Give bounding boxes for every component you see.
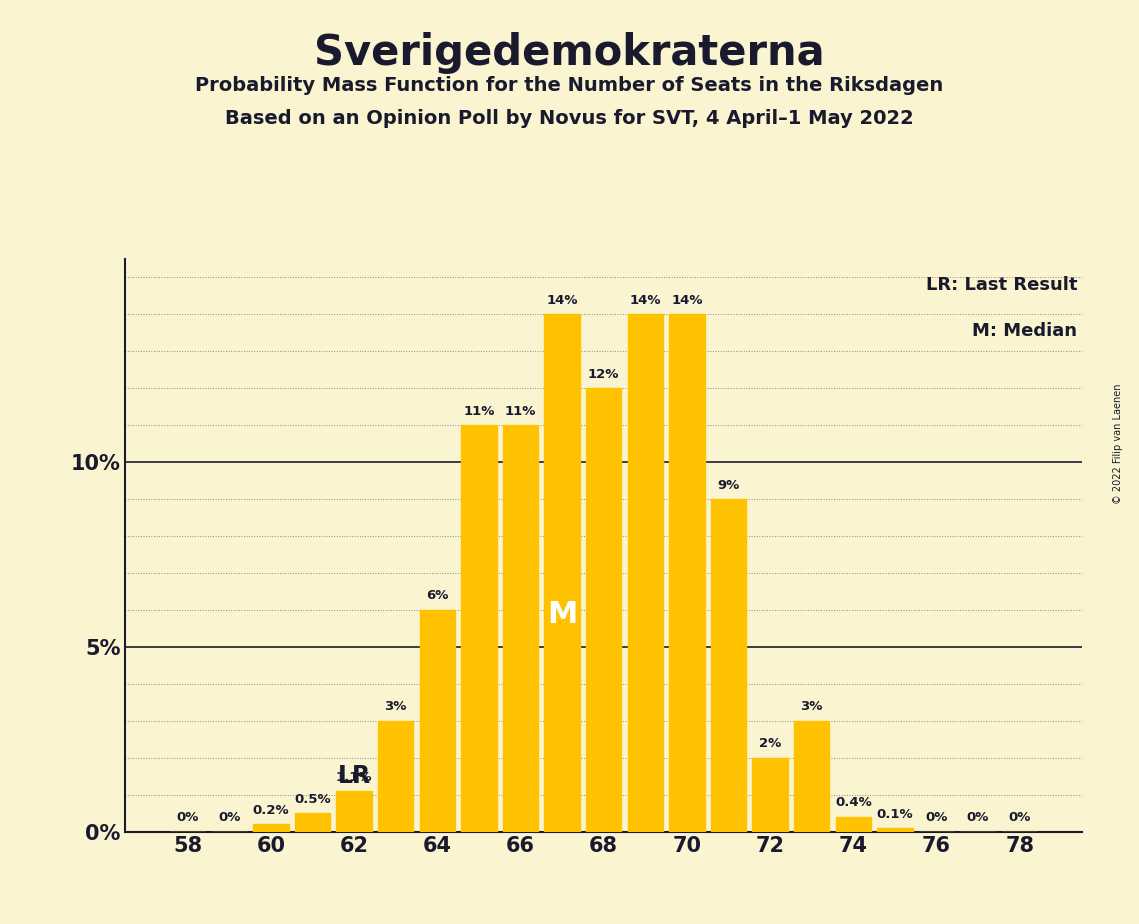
Text: LR: Last Result: LR: Last Result xyxy=(926,276,1077,294)
Bar xyxy=(794,721,829,832)
Text: 0%: 0% xyxy=(177,811,199,824)
Text: 0%: 0% xyxy=(967,811,990,824)
Text: Based on an Opinion Poll by Novus for SVT, 4 April–1 May 2022: Based on an Opinion Poll by Novus for SV… xyxy=(226,109,913,128)
Bar xyxy=(836,817,871,832)
Text: M: Median: M: Median xyxy=(973,322,1077,340)
Text: 0.5%: 0.5% xyxy=(294,793,330,806)
Text: 14%: 14% xyxy=(547,294,577,307)
Bar xyxy=(295,813,330,832)
Text: 0.2%: 0.2% xyxy=(253,804,289,817)
Text: Probability Mass Function for the Number of Seats in the Riksdagen: Probability Mass Function for the Number… xyxy=(196,76,943,95)
Bar xyxy=(628,314,663,832)
Text: M: M xyxy=(547,600,577,628)
Text: 0.1%: 0.1% xyxy=(877,808,913,821)
Text: 12%: 12% xyxy=(588,368,620,381)
Bar xyxy=(670,314,705,832)
Text: LR: LR xyxy=(337,764,370,788)
Bar xyxy=(336,791,371,832)
Text: 14%: 14% xyxy=(630,294,661,307)
Bar xyxy=(253,824,288,832)
Text: 14%: 14% xyxy=(671,294,703,307)
Bar xyxy=(711,499,746,832)
Text: 9%: 9% xyxy=(718,479,739,492)
Text: 1.1%: 1.1% xyxy=(336,771,372,784)
Bar xyxy=(544,314,580,832)
Text: 0.4%: 0.4% xyxy=(835,796,871,809)
Text: 3%: 3% xyxy=(385,700,407,713)
Bar xyxy=(378,721,413,832)
Bar xyxy=(502,425,538,832)
Text: © 2022 Filip van Laenen: © 2022 Filip van Laenen xyxy=(1114,383,1123,504)
Text: 3%: 3% xyxy=(801,700,822,713)
Text: 0%: 0% xyxy=(218,811,240,824)
Bar xyxy=(419,610,454,832)
Bar xyxy=(461,425,497,832)
Text: Sverigedemokraterna: Sverigedemokraterna xyxy=(314,32,825,74)
Text: 11%: 11% xyxy=(505,405,536,418)
Text: 11%: 11% xyxy=(464,405,494,418)
Bar xyxy=(753,758,788,832)
Text: 2%: 2% xyxy=(759,737,781,750)
Bar xyxy=(585,388,622,832)
Text: 0%: 0% xyxy=(1008,811,1031,824)
Text: 6%: 6% xyxy=(426,590,449,602)
Text: 0%: 0% xyxy=(925,811,948,824)
Bar xyxy=(877,828,912,832)
